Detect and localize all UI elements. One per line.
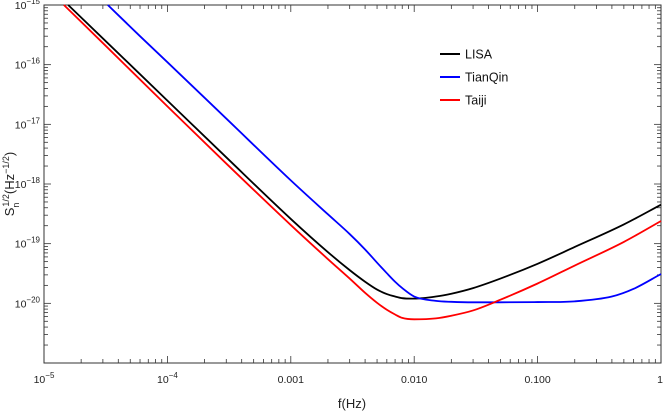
y-axis-title: Sn1/2(Hz−1/2) bbox=[1, 152, 21, 217]
series-line-taiji bbox=[63, 4, 662, 321]
x-tick-label: 10−5 bbox=[34, 371, 55, 386]
y-tick-label: 10−19 bbox=[15, 236, 41, 251]
x-tick-label: 1 bbox=[657, 374, 663, 386]
legend-label: TianQin bbox=[465, 71, 508, 85]
legend-item-taiji: Taiji bbox=[440, 94, 487, 108]
y-tick-label: 10−18 bbox=[15, 176, 41, 191]
legend-item-lisa: LISA bbox=[440, 48, 493, 62]
legend: LISA TianQin Taiji bbox=[440, 48, 508, 108]
x-tick-label: 10−4 bbox=[157, 371, 178, 386]
y-tick-label: 10−17 bbox=[15, 116, 41, 131]
y-tick-label: 10−15 bbox=[15, 0, 41, 12]
y-tick-label: 10−16 bbox=[15, 57, 41, 72]
x-tick-label: 0.001 bbox=[278, 374, 304, 386]
legend-label: Taiji bbox=[465, 94, 487, 108]
x-axis-title: f(Hz) bbox=[338, 396, 366, 411]
axis-tick-labels: 10−5 10−4 0.001 0.010 0.100 1 10−20 10−19 10−18 1… bbox=[15, 0, 663, 386]
series-line-lisa bbox=[67, 4, 662, 300]
x-tick-label: 0.010 bbox=[401, 374, 427, 386]
legend-item-tianqin: TianQin bbox=[440, 71, 508, 85]
axis-ticks bbox=[43, 4, 662, 364]
y-tick-label: 10−20 bbox=[15, 295, 41, 310]
plot-frame bbox=[43, 4, 662, 364]
x-tick-label: 0.100 bbox=[524, 374, 550, 386]
series-line-tianqin bbox=[107, 4, 662, 304]
series-layer bbox=[63, 4, 662, 321]
legend-label: LISA bbox=[465, 48, 493, 62]
